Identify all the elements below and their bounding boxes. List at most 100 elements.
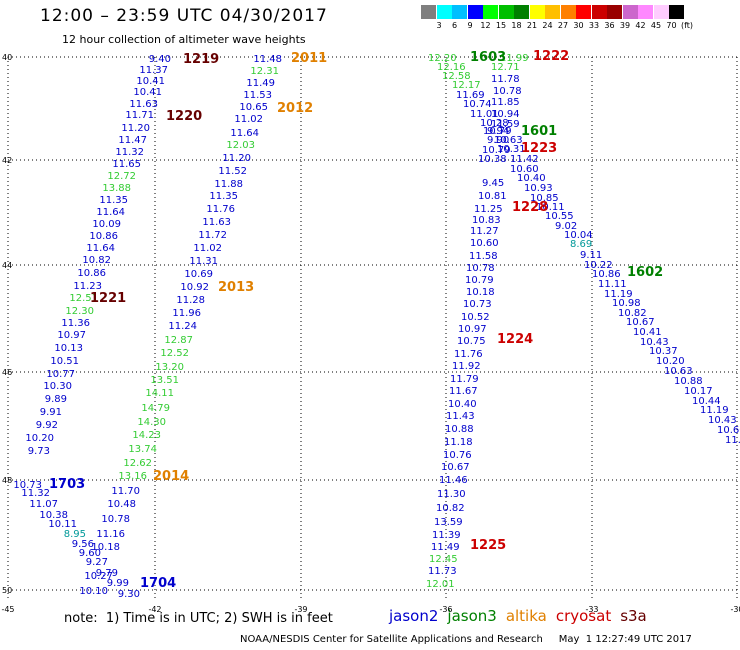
wave-height-value: 10.74 xyxy=(463,99,492,110)
wave-height-value: 11.20 xyxy=(222,153,251,164)
wave-height-value: 11.63 xyxy=(202,217,231,228)
wave-height-value: 11.07 xyxy=(29,499,58,510)
scale-swatch xyxy=(560,5,576,19)
wave-height-value: 9.99 xyxy=(107,578,129,589)
wave-height-value: 10.51 xyxy=(50,356,79,367)
wave-height-value: 13.51 xyxy=(150,375,179,386)
pass-label: 1221 xyxy=(90,291,126,306)
wave-height-value: 12.30 xyxy=(65,306,94,317)
lon-label: -39 xyxy=(294,605,307,614)
wave-height-value: 11.72 xyxy=(198,230,227,241)
wave-height-value: 11.47 xyxy=(118,135,147,146)
lat-label: 46 xyxy=(2,368,12,377)
wave-height-value: 13.16 xyxy=(118,471,147,482)
wave-height-value: 10.28 xyxy=(480,118,509,129)
wave-height-value: 10.82 xyxy=(82,255,111,266)
wave-height-value: 9.92 xyxy=(36,420,58,431)
wave-height-value: 11.71 xyxy=(125,110,154,121)
wave-height-value: 10.82 xyxy=(618,308,647,319)
wave-height-value: 10.48 xyxy=(107,499,136,510)
wave-height-value: 8.69 xyxy=(570,239,592,250)
wave-height-value: 10.11 xyxy=(536,202,565,213)
lat-label: 48 xyxy=(2,476,12,485)
scale-label: 9 xyxy=(467,21,473,30)
scale-swatch xyxy=(483,5,498,19)
wave-height-value: 10.38 xyxy=(39,510,68,521)
wave-height-value: 11.69 xyxy=(456,90,485,101)
wave-height-value: 11.24 xyxy=(168,321,197,332)
lon-label: -45 xyxy=(1,605,14,614)
wave-height-value: 12.52 xyxy=(160,348,189,359)
wave-height-value: 10.41 xyxy=(633,327,662,338)
lon-label: -36 xyxy=(439,605,452,614)
wave-height-value: 14.11 xyxy=(145,388,174,399)
wave-height-value: 12.71 xyxy=(491,62,520,73)
pass-label: 2014 xyxy=(153,469,189,484)
wave-height-value: 10.55 xyxy=(545,211,574,222)
wave-height-value: 11.46 xyxy=(439,475,468,486)
wave-height-value: 11.67 xyxy=(449,386,478,397)
scale-label: 70 xyxy=(666,21,677,30)
wave-height-value: 11.88 xyxy=(214,179,243,190)
wave-height-value: 11.30 xyxy=(437,489,466,500)
wave-height-value: 10.09 xyxy=(92,219,121,230)
pass-label: 1223 xyxy=(521,141,557,156)
wave-height-value: 11.36 xyxy=(61,318,90,329)
wave-height-value: 12.72 xyxy=(107,171,136,182)
wave-height-value: 12.03 xyxy=(226,140,255,151)
pass-label: 2013 xyxy=(218,280,254,295)
pass-label: 1222 xyxy=(533,49,569,64)
scale-swatch xyxy=(498,5,514,19)
wave-height-value: 10.77 xyxy=(46,369,75,380)
wave-height-value: 11.63 xyxy=(129,99,158,110)
wave-height-value: 10.18 xyxy=(466,287,495,298)
legend-jason3: jason3 xyxy=(447,607,497,625)
wave-height-value: 11.49 xyxy=(431,542,460,553)
wave-height-value: 10.43 xyxy=(708,415,737,426)
wave-height-value: 10.41 xyxy=(133,87,162,98)
scale-label: 39 xyxy=(619,21,631,30)
scale-label: 33 xyxy=(588,21,600,30)
wave-height-value: 10.81 xyxy=(478,191,507,202)
scale-label: 21 xyxy=(526,21,538,30)
wave-height-value: 11.43 xyxy=(446,411,475,422)
wave-height-value: 10.78 xyxy=(101,514,130,525)
wave-height-value: 10.38 xyxy=(478,154,507,165)
wave-height-value: 11.78 xyxy=(491,74,520,85)
pass-label: 1224 xyxy=(497,332,533,347)
scale-swatch xyxy=(421,5,436,19)
wave-height-value: 10.79 xyxy=(465,275,494,286)
wave-height-value: 11.27 xyxy=(470,226,499,237)
wave-height-value: 9.90 xyxy=(487,135,509,146)
wave-height-value: 10.86 xyxy=(89,231,118,242)
wave-height-value: 11.70 xyxy=(111,486,140,497)
wave-height-value: 11.37 xyxy=(139,65,168,76)
scale-swatch xyxy=(622,5,638,19)
scale-swatch xyxy=(638,5,653,19)
wave-height-value: 11.20 xyxy=(121,123,150,134)
wave-height-value: 10.67 xyxy=(626,317,655,328)
wave-height-value: 10.88 xyxy=(445,424,474,435)
scale-swatch xyxy=(653,5,669,19)
wave-height-value: 14.30 xyxy=(137,417,166,428)
wave-height-value: 9.02 xyxy=(555,221,577,232)
wave-height-value: 10.92 xyxy=(180,282,209,293)
wave-height-value: 14.23 xyxy=(132,430,161,441)
wave-height-value: 10.65 xyxy=(239,102,268,113)
wave-height-value: 11.58 xyxy=(469,251,498,262)
wave-height-value: 8.95 xyxy=(64,529,86,540)
wave-height-value: 9.11 xyxy=(580,250,602,261)
wave-height-value: 11.23 xyxy=(73,281,102,292)
wave-height-value: 12.51 xyxy=(69,293,98,304)
wave-height-value: 12.20 xyxy=(428,53,457,64)
wave-height-value: 11.32 xyxy=(21,488,50,499)
wave-height-value: 10.93 xyxy=(524,183,553,194)
wave-height-value: 10.13 xyxy=(54,343,83,354)
wave-height-value: 9.40 xyxy=(149,54,171,65)
wave-height-value: 10.83 xyxy=(472,215,501,226)
wave-height-value: 14.79 xyxy=(141,403,170,414)
wave-height-value: 10.82 xyxy=(436,503,465,514)
wave-height-value: 9.91 xyxy=(40,407,62,418)
wave-height-value: 11.39 xyxy=(432,530,461,541)
